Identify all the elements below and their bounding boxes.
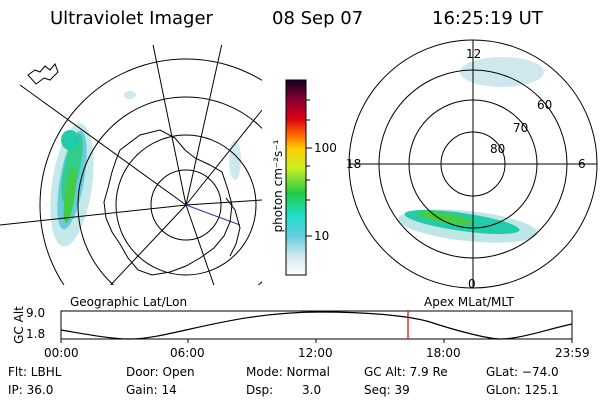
seq-info: Seq: 39 bbox=[364, 383, 410, 397]
mlat-label-60: 60 bbox=[537, 98, 553, 112]
coastline bbox=[103, 129, 233, 276]
geographic-map bbox=[0, 45, 262, 285]
glon-info: GLon: 125.1 bbox=[486, 383, 559, 397]
door-info: Door: Open bbox=[126, 365, 195, 379]
time-label: 16:25:19 UT bbox=[432, 8, 543, 29]
altitude-xtick: 00:00 bbox=[44, 346, 79, 360]
altitude-xtick: 18:00 bbox=[426, 346, 461, 360]
glat-info: GLat: −74.0 bbox=[486, 365, 559, 379]
flt-info: Flt: LBHL bbox=[8, 365, 62, 379]
mlt-label-0: 0 bbox=[468, 277, 476, 291]
instrument-title: Ultraviolet Imager bbox=[50, 8, 213, 29]
altitude-xtick: 23:59 bbox=[555, 346, 590, 360]
dsp-value: 3.0 bbox=[302, 383, 322, 397]
magnetic-dial bbox=[348, 39, 598, 289]
aurora-emission-left bbox=[50, 91, 241, 247]
apex-caption: Apex MLat/MLT bbox=[424, 295, 514, 309]
mode-info: Mode: Normal bbox=[246, 365, 330, 379]
gain-info: Gain: 14 bbox=[126, 383, 177, 397]
colorbar-tick-100: 100 bbox=[314, 141, 337, 155]
ip-info: IP: 36.0 bbox=[8, 383, 54, 397]
aurora-emission-right bbox=[398, 57, 544, 243]
colorbar bbox=[285, 79, 312, 276]
altitude-ytick-bottom: 1.8 bbox=[26, 327, 46, 341]
date-label: 08 Sep 07 bbox=[272, 8, 364, 29]
mlt-label-6: 6 bbox=[578, 157, 586, 171]
altitude-xtick: 12:00 bbox=[298, 346, 333, 360]
altitude-ytick-top: 9.0 bbox=[26, 306, 46, 320]
altitude-plot bbox=[60, 310, 573, 343]
gcalt-info: GC Alt: 7.9 Re bbox=[364, 365, 448, 379]
altitude-curve bbox=[60, 311, 573, 340]
mlt-label-12: 12 bbox=[466, 47, 482, 61]
altitude-xtick: 06:00 bbox=[170, 346, 205, 360]
colorbar-unit: photon cm⁻²s⁻¹ bbox=[271, 139, 285, 233]
mlt-label-18: 18 bbox=[346, 157, 362, 171]
dsp-label: Dsp: bbox=[246, 383, 274, 397]
colorbar-tick-10: 10 bbox=[314, 229, 330, 243]
mlat-label-70: 70 bbox=[513, 121, 529, 135]
altitude-ylabel: GC Alt bbox=[12, 306, 26, 344]
mlat-label-80: 80 bbox=[490, 142, 506, 156]
geographic-caption: Geographic Lat/Lon bbox=[70, 295, 188, 309]
